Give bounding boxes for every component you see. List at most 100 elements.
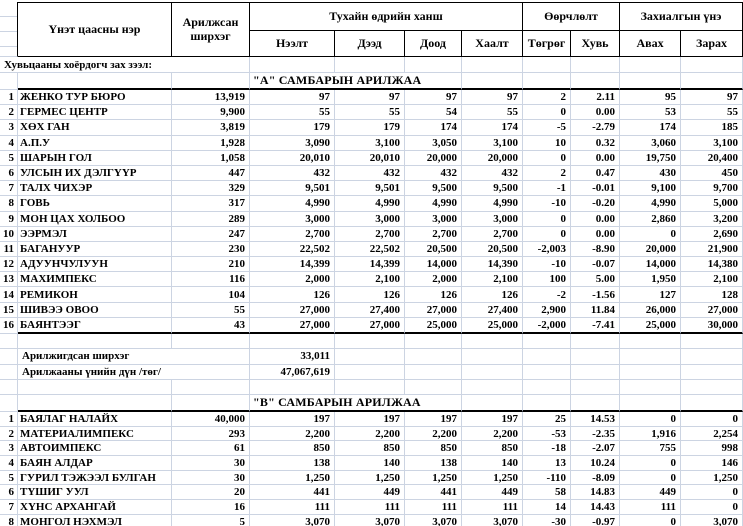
- cell-open[interactable]: 432: [250, 165, 335, 182]
- cell-change-percent[interactable]: 0.47: [571, 165, 621, 182]
- cell-name[interactable]: БАГАНУУР: [18, 241, 172, 258]
- cell-shares[interactable]: 1,058: [172, 150, 250, 166]
- cell-buy[interactable]: 9,100: [620, 181, 682, 197]
- cell-num[interactable]: 10: [0, 226, 18, 242]
- cell-sell[interactable]: 14,380: [681, 257, 743, 273]
- cell-name[interactable]: ЖЕНКО ТУР БЮРО: [18, 90, 172, 106]
- cell-high[interactable]: 850: [335, 441, 405, 457]
- cell-sell[interactable]: 5,000: [681, 196, 743, 212]
- col-group-change[interactable]: Өөрчлөлт: [523, 2, 621, 31]
- cell-num[interactable]: 14: [0, 287, 18, 303]
- cell-change-percent[interactable]: -0.07: [571, 257, 621, 273]
- cell-change-percent[interactable]: 5.00: [571, 272, 621, 288]
- cell-name[interactable]: ГОВЬ: [18, 196, 172, 212]
- market-section-label[interactable]: Хувьцааны хоёрдогч зах зээл:: [0, 57, 250, 73]
- cell-num[interactable]: 15: [0, 302, 18, 318]
- cell-low[interactable]: 111: [405, 500, 462, 515]
- cell-low[interactable]: 25,000: [405, 317, 462, 334]
- col-group-day-price[interactable]: Тухайн өдрийн ханш: [250, 2, 524, 31]
- cell-shares[interactable]: 293: [172, 426, 250, 442]
- cell-change-percent[interactable]: 0.32: [571, 135, 621, 151]
- cell-open[interactable]: 441: [250, 485, 335, 501]
- cell-sell[interactable]: 9,700: [681, 181, 743, 197]
- cell-sell[interactable]: 2,100: [681, 272, 743, 288]
- cell-num[interactable]: 11: [0, 241, 18, 258]
- cell-shares[interactable]: 16: [172, 500, 250, 515]
- cell-sell[interactable]: 128: [681, 287, 743, 303]
- cell-sell[interactable]: 998: [681, 441, 743, 457]
- cell-change-tugrug[interactable]: 100: [523, 272, 572, 288]
- cell-low[interactable]: 138: [405, 456, 462, 471]
- cell-change-tugrug[interactable]: -18: [523, 441, 572, 457]
- cell-buy[interactable]: 0: [620, 456, 682, 471]
- cell-close[interactable]: 20,500: [462, 241, 524, 258]
- cell-name[interactable]: БАЯН АЛДАР: [18, 456, 172, 471]
- cell-close[interactable]: 850: [462, 441, 524, 457]
- cell-low[interactable]: 2,200: [405, 426, 462, 442]
- cell-buy[interactable]: 1,916: [620, 426, 682, 442]
- cell-low[interactable]: 432: [405, 165, 462, 182]
- cell-change-tugrug[interactable]: -2,000: [523, 317, 572, 334]
- cell-close[interactable]: 14,390: [462, 257, 524, 273]
- cell-change-tugrug[interactable]: -2,003: [523, 241, 572, 258]
- cell-close[interactable]: 126: [462, 287, 524, 303]
- cell-close[interactable]: 197: [462, 412, 524, 427]
- cell-shares[interactable]: 55: [172, 302, 250, 318]
- cell-shares[interactable]: 30: [172, 456, 250, 471]
- cell-sell[interactable]: 3,200: [681, 211, 743, 227]
- cell-close[interactable]: 1,250: [462, 470, 524, 486]
- cell-change-tugrug[interactable]: 0: [523, 105, 572, 121]
- cell-change-tugrug[interactable]: 25: [523, 412, 572, 427]
- cell-low[interactable]: 97: [405, 90, 462, 106]
- cell-num[interactable]: 6: [0, 485, 18, 501]
- cell-open[interactable]: 20,010: [250, 150, 335, 166]
- cell-close[interactable]: 55: [462, 105, 524, 121]
- cell-open[interactable]: 3,070: [250, 514, 335, 526]
- cell-close[interactable]: 2,100: [462, 272, 524, 288]
- cell-high[interactable]: 179: [335, 120, 405, 136]
- cell-buy[interactable]: 3,060: [620, 135, 682, 151]
- cell-name[interactable]: ХҮНС АРХАНГАЙ: [18, 500, 172, 515]
- traded-shares-value[interactable]: 33,011: [250, 349, 335, 365]
- cell-close[interactable]: 3,070: [462, 514, 524, 526]
- cell-open[interactable]: 55: [250, 105, 335, 121]
- cell-shares[interactable]: 40,000: [172, 412, 250, 427]
- cell-change-percent[interactable]: -0.20: [571, 196, 621, 212]
- cell-close[interactable]: 3,100: [462, 135, 524, 151]
- cell-num[interactable]: 4: [0, 135, 18, 151]
- cell-low[interactable]: 27,000: [405, 302, 462, 318]
- cell-open[interactable]: 138: [250, 456, 335, 471]
- cell-change-percent[interactable]: 14.43: [571, 500, 621, 515]
- cell-change-percent[interactable]: 0.00: [571, 211, 621, 227]
- cell-num[interactable]: 1: [0, 90, 18, 106]
- cell-change-percent[interactable]: 0.00: [571, 150, 621, 166]
- cell-change-tugrug[interactable]: -1: [523, 181, 572, 197]
- cell-high[interactable]: 2,100: [335, 272, 405, 288]
- cell-open[interactable]: 22,502: [250, 241, 335, 258]
- cell-shares[interactable]: 329: [172, 181, 250, 197]
- cell-shares[interactable]: 1,928: [172, 135, 250, 151]
- cell-change-percent[interactable]: 0.00: [571, 226, 621, 242]
- cell-shares[interactable]: 9,900: [172, 105, 250, 121]
- cell-sell[interactable]: 1,250: [681, 470, 743, 486]
- cell-open[interactable]: 27,000: [250, 302, 335, 318]
- cell-open[interactable]: 179: [250, 120, 335, 136]
- cell-shares[interactable]: 116: [172, 272, 250, 288]
- cell-shares[interactable]: 43: [172, 317, 250, 334]
- cell-change-percent[interactable]: -7.41: [571, 317, 621, 334]
- cell-low[interactable]: 20,500: [405, 241, 462, 258]
- cell-buy[interactable]: 0: [620, 226, 682, 242]
- cell-num[interactable]: 8: [0, 514, 18, 526]
- cell-name[interactable]: УЛСЫН ИХ ДЭЛГҮҮР: [18, 165, 172, 182]
- cell-num[interactable]: 4: [0, 456, 18, 471]
- cell-buy[interactable]: 0: [620, 470, 682, 486]
- cell-change-tugrug[interactable]: -53: [523, 426, 572, 442]
- cell-low[interactable]: 3,050: [405, 135, 462, 151]
- cell-change-tugrug[interactable]: -5: [523, 120, 572, 136]
- cell-buy[interactable]: 174: [620, 120, 682, 136]
- cell-name[interactable]: А.П.У: [18, 135, 172, 151]
- cell-open[interactable]: 9,501: [250, 181, 335, 197]
- cell-buy[interactable]: 19,750: [620, 150, 682, 166]
- cell-low[interactable]: 2,000: [405, 272, 462, 288]
- cell-sell[interactable]: 2,254: [681, 426, 743, 442]
